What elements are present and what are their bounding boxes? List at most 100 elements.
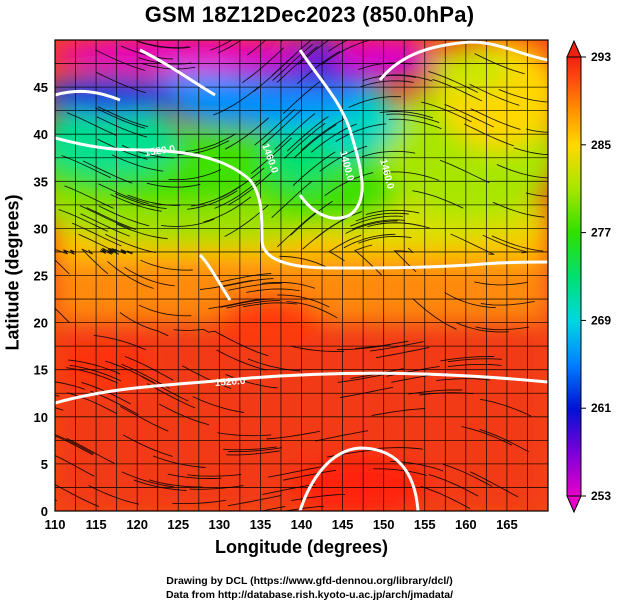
streamline — [361, 150, 416, 158]
streamline — [386, 171, 440, 181]
streamline — [340, 386, 394, 399]
streamline — [526, 128, 548, 133]
streamline — [86, 207, 137, 230]
streamline — [345, 220, 398, 234]
streamline — [354, 340, 409, 350]
colorbar-tick-label: 293 — [591, 50, 611, 64]
streamline — [61, 155, 111, 179]
streamline — [224, 117, 270, 150]
streamline — [300, 118, 345, 152]
streamline — [360, 80, 414, 88]
streamline — [217, 273, 272, 283]
streamline — [98, 183, 149, 205]
streamline — [98, 205, 150, 227]
streamline — [55, 484, 100, 508]
streamline — [482, 234, 528, 254]
streamline — [95, 49, 146, 71]
streamline — [120, 406, 169, 432]
streamline — [386, 113, 440, 124]
streamline — [337, 372, 392, 383]
streamline — [420, 485, 471, 509]
streamline — [114, 248, 133, 255]
streamline — [226, 450, 280, 456]
streamline — [367, 222, 421, 228]
streamline — [95, 107, 146, 129]
streamline — [220, 298, 274, 308]
streamline — [283, 505, 324, 511]
y-tick-label: 25 — [34, 269, 48, 284]
streamline — [228, 282, 282, 291]
colorbar-tick-label: 261 — [591, 401, 611, 415]
streamline — [72, 222, 122, 247]
streamline — [343, 233, 396, 249]
streamline — [66, 437, 115, 464]
x-axis-label: Longitude (degrees) — [214, 537, 388, 557]
streamline — [138, 304, 192, 317]
x-tick-label: 125 — [167, 517, 189, 532]
x-tick-label: 165 — [496, 517, 518, 532]
streamline — [283, 122, 326, 159]
streamline — [242, 47, 285, 83]
streamline — [440, 356, 495, 362]
streamline — [250, 137, 292, 175]
streamline — [122, 434, 173, 457]
streamline — [350, 215, 403, 227]
streamline — [315, 430, 369, 442]
streamline — [88, 484, 140, 505]
streamline — [296, 50, 341, 85]
streamline — [286, 301, 338, 319]
y-tick-label: 15 — [34, 363, 48, 378]
streamline — [107, 261, 154, 289]
streamline — [213, 86, 260, 116]
contour-label: 1520.0 — [214, 376, 246, 389]
streamline — [412, 298, 457, 330]
streamline — [167, 473, 222, 479]
streamline — [362, 74, 416, 82]
streamline — [480, 398, 532, 417]
y-tick-label: 10 — [34, 410, 48, 425]
x-tick-label: 135 — [250, 517, 272, 532]
streamline — [474, 53, 525, 75]
streamline — [428, 474, 479, 497]
streamline — [365, 209, 420, 216]
streamline — [55, 499, 58, 502]
streamline — [261, 281, 316, 289]
streamline — [355, 212, 409, 222]
streamline — [55, 454, 95, 477]
streamline — [373, 468, 427, 476]
streamline — [82, 160, 133, 184]
streamline — [104, 360, 155, 384]
streamline — [276, 46, 318, 83]
streamline — [293, 124, 337, 159]
streamline — [55, 307, 70, 324]
streamline — [370, 341, 424, 352]
x-tick-label: 130 — [208, 517, 230, 532]
y-tick-label: 40 — [34, 127, 48, 142]
streamline — [81, 248, 109, 275]
streamline — [291, 493, 346, 502]
streamline — [243, 302, 297, 308]
streamline — [358, 235, 412, 244]
streamline — [55, 268, 56, 270]
streamline — [217, 40, 243, 54]
streamline — [286, 116, 329, 152]
streamline — [470, 108, 521, 130]
streamline — [412, 190, 464, 209]
streamline — [447, 363, 502, 368]
streamline — [525, 192, 548, 197]
streamline — [68, 359, 121, 375]
streamline — [216, 349, 267, 371]
streamline — [474, 281, 529, 286]
streamline — [262, 483, 316, 495]
x-tick-label: 145 — [332, 517, 354, 532]
streamline — [335, 123, 387, 142]
streamline — [187, 190, 238, 210]
streamline — [290, 200, 333, 236]
colorbar-tick-label: 277 — [591, 226, 611, 240]
streamline — [254, 108, 296, 146]
streamline — [271, 40, 312, 76]
streamline — [146, 383, 196, 409]
streamline — [168, 169, 222, 181]
streamline — [203, 196, 252, 223]
